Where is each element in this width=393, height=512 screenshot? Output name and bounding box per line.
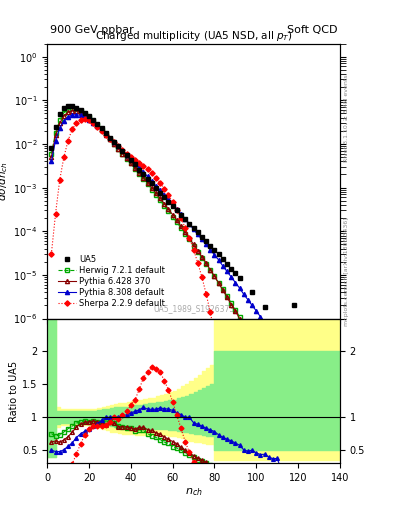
Sherpa 2.2.9 default [225,410,230,416]
Sherpa 2.2.9 default [204,291,208,297]
Sherpa 2.2.9 default [141,162,146,168]
Line: Pythia 6.428 370: Pythia 6.428 370 [49,109,296,437]
Sherpa 2.2.9 default [53,211,58,217]
Herwig 7.2.1 default [166,208,171,214]
Sherpa 2.2.9 default [62,154,66,160]
Sherpa 2.2.9 default [57,177,62,183]
Sherpa 2.2.9 default [78,117,83,123]
Sherpa 2.2.9 default [137,160,141,166]
Sherpa 2.2.9 default [124,151,129,157]
Pythia 6.428 370 [292,432,296,438]
UA5 [312,325,317,331]
Text: Soft QCD: Soft QCD [286,25,337,35]
Herwig 7.2.1 default [283,407,288,413]
UA5 [49,145,54,151]
Sherpa 2.2.9 default [95,123,100,130]
UA5 [191,225,196,231]
Sherpa 2.2.9 default [183,225,187,231]
Line: Herwig 7.2.1 default: Herwig 7.2.1 default [49,106,321,502]
Pythia 8.308 default [74,112,79,118]
Sherpa 2.2.9 default [83,116,87,122]
Text: 900 GeV ppbar: 900 GeV ppbar [50,25,134,35]
Pythia 8.308 default [49,158,54,164]
Pythia 6.428 370 [49,154,54,160]
Sherpa 2.2.9 default [200,274,204,280]
Sherpa 2.2.9 default [187,235,192,241]
Herwig 7.2.1 default [133,166,138,172]
Pythia 8.308 default [317,405,321,411]
Sherpa 2.2.9 default [103,132,108,138]
Line: UA5: UA5 [49,103,317,331]
Pythia 8.308 default [308,391,313,397]
UA5 [66,103,70,109]
Pythia 6.428 370 [57,120,62,126]
Sherpa 2.2.9 default [191,247,196,253]
UA5 [292,303,296,309]
Sherpa 2.2.9 default [162,185,167,191]
Sherpa 2.2.9 default [216,354,221,360]
Sherpa 2.2.9 default [229,441,233,447]
Sherpa 2.2.9 default [179,215,184,221]
Sherpa 2.2.9 default [66,137,70,143]
Sherpa 2.2.9 default [212,331,217,337]
Sherpa 2.2.9 default [99,128,104,134]
Herwig 7.2.1 default [49,151,54,157]
Title: Charged multiplicity (UA5 NSD, all $p_T$): Charged multiplicity (UA5 NSD, all $p_T$… [95,29,292,44]
Text: mcplots.cern.ch [arXiv:1306.3436]: mcplots.cern.ch [arXiv:1306.3436] [344,217,349,326]
Pythia 8.308 default [191,226,196,232]
Y-axis label: $d\sigma/dn_{ch}$: $d\sigma/dn_{ch}$ [0,161,11,201]
Sherpa 2.2.9 default [170,199,175,205]
Pythia 6.428 370 [91,118,95,124]
Pythia 6.428 370 [78,109,83,115]
Sherpa 2.2.9 default [166,192,171,198]
UA5 [204,238,208,244]
Text: UA5_1989_S1926373: UA5_1989_S1926373 [153,304,234,313]
Sherpa 2.2.9 default [120,147,125,153]
Sherpa 2.2.9 default [86,117,91,123]
Sherpa 2.2.9 default [70,126,75,132]
Sherpa 2.2.9 default [129,154,133,160]
Sherpa 2.2.9 default [116,143,121,150]
Line: Sherpa 2.2.9 default: Sherpa 2.2.9 default [50,117,233,446]
Legend: UA5, Herwig 7.2.1 default, Pythia 6.428 370, Pythia 8.308 default, Sherpa 2.2.9 : UA5, Herwig 7.2.1 default, Pythia 6.428 … [54,252,169,312]
Herwig 7.2.1 default [191,243,196,249]
UA5 [99,125,104,131]
Herwig 7.2.1 default [70,105,75,112]
Sherpa 2.2.9 default [74,120,79,126]
Sherpa 2.2.9 default [208,309,213,315]
Pythia 8.308 default [283,350,288,356]
Sherpa 2.2.9 default [158,180,162,186]
Pythia 6.428 370 [70,108,75,114]
Herwig 7.2.1 default [308,472,313,478]
UA5 [116,143,121,149]
Sherpa 2.2.9 default [149,169,154,176]
Pythia 6.428 370 [229,302,233,308]
Pythia 8.308 default [116,143,121,149]
X-axis label: $n_{ch}$: $n_{ch}$ [185,486,202,498]
Sherpa 2.2.9 default [108,136,112,142]
UA5 [120,147,125,154]
Sherpa 2.2.9 default [112,139,116,145]
Y-axis label: Ratio to UA5: Ratio to UA5 [9,360,19,421]
Sherpa 2.2.9 default [154,175,158,181]
Line: Pythia 8.308 default: Pythia 8.308 default [49,113,321,411]
Pythia 6.428 370 [116,146,121,152]
Text: Rivet 3.1.10, ≥ 3.4M events: Rivet 3.1.10, ≥ 3.4M events [344,74,349,162]
Herwig 7.2.1 default [116,145,121,152]
Pythia 6.428 370 [179,223,184,229]
Sherpa 2.2.9 default [195,260,200,266]
Sherpa 2.2.9 default [91,119,95,125]
Herwig 7.2.1 default [317,497,321,503]
Sherpa 2.2.9 default [49,251,54,257]
Sherpa 2.2.9 default [133,157,138,163]
Sherpa 2.2.9 default [220,381,225,387]
Pythia 8.308 default [166,196,171,202]
Pythia 8.308 default [133,160,138,166]
Sherpa 2.2.9 default [174,207,179,213]
Sherpa 2.2.9 default [145,166,150,172]
